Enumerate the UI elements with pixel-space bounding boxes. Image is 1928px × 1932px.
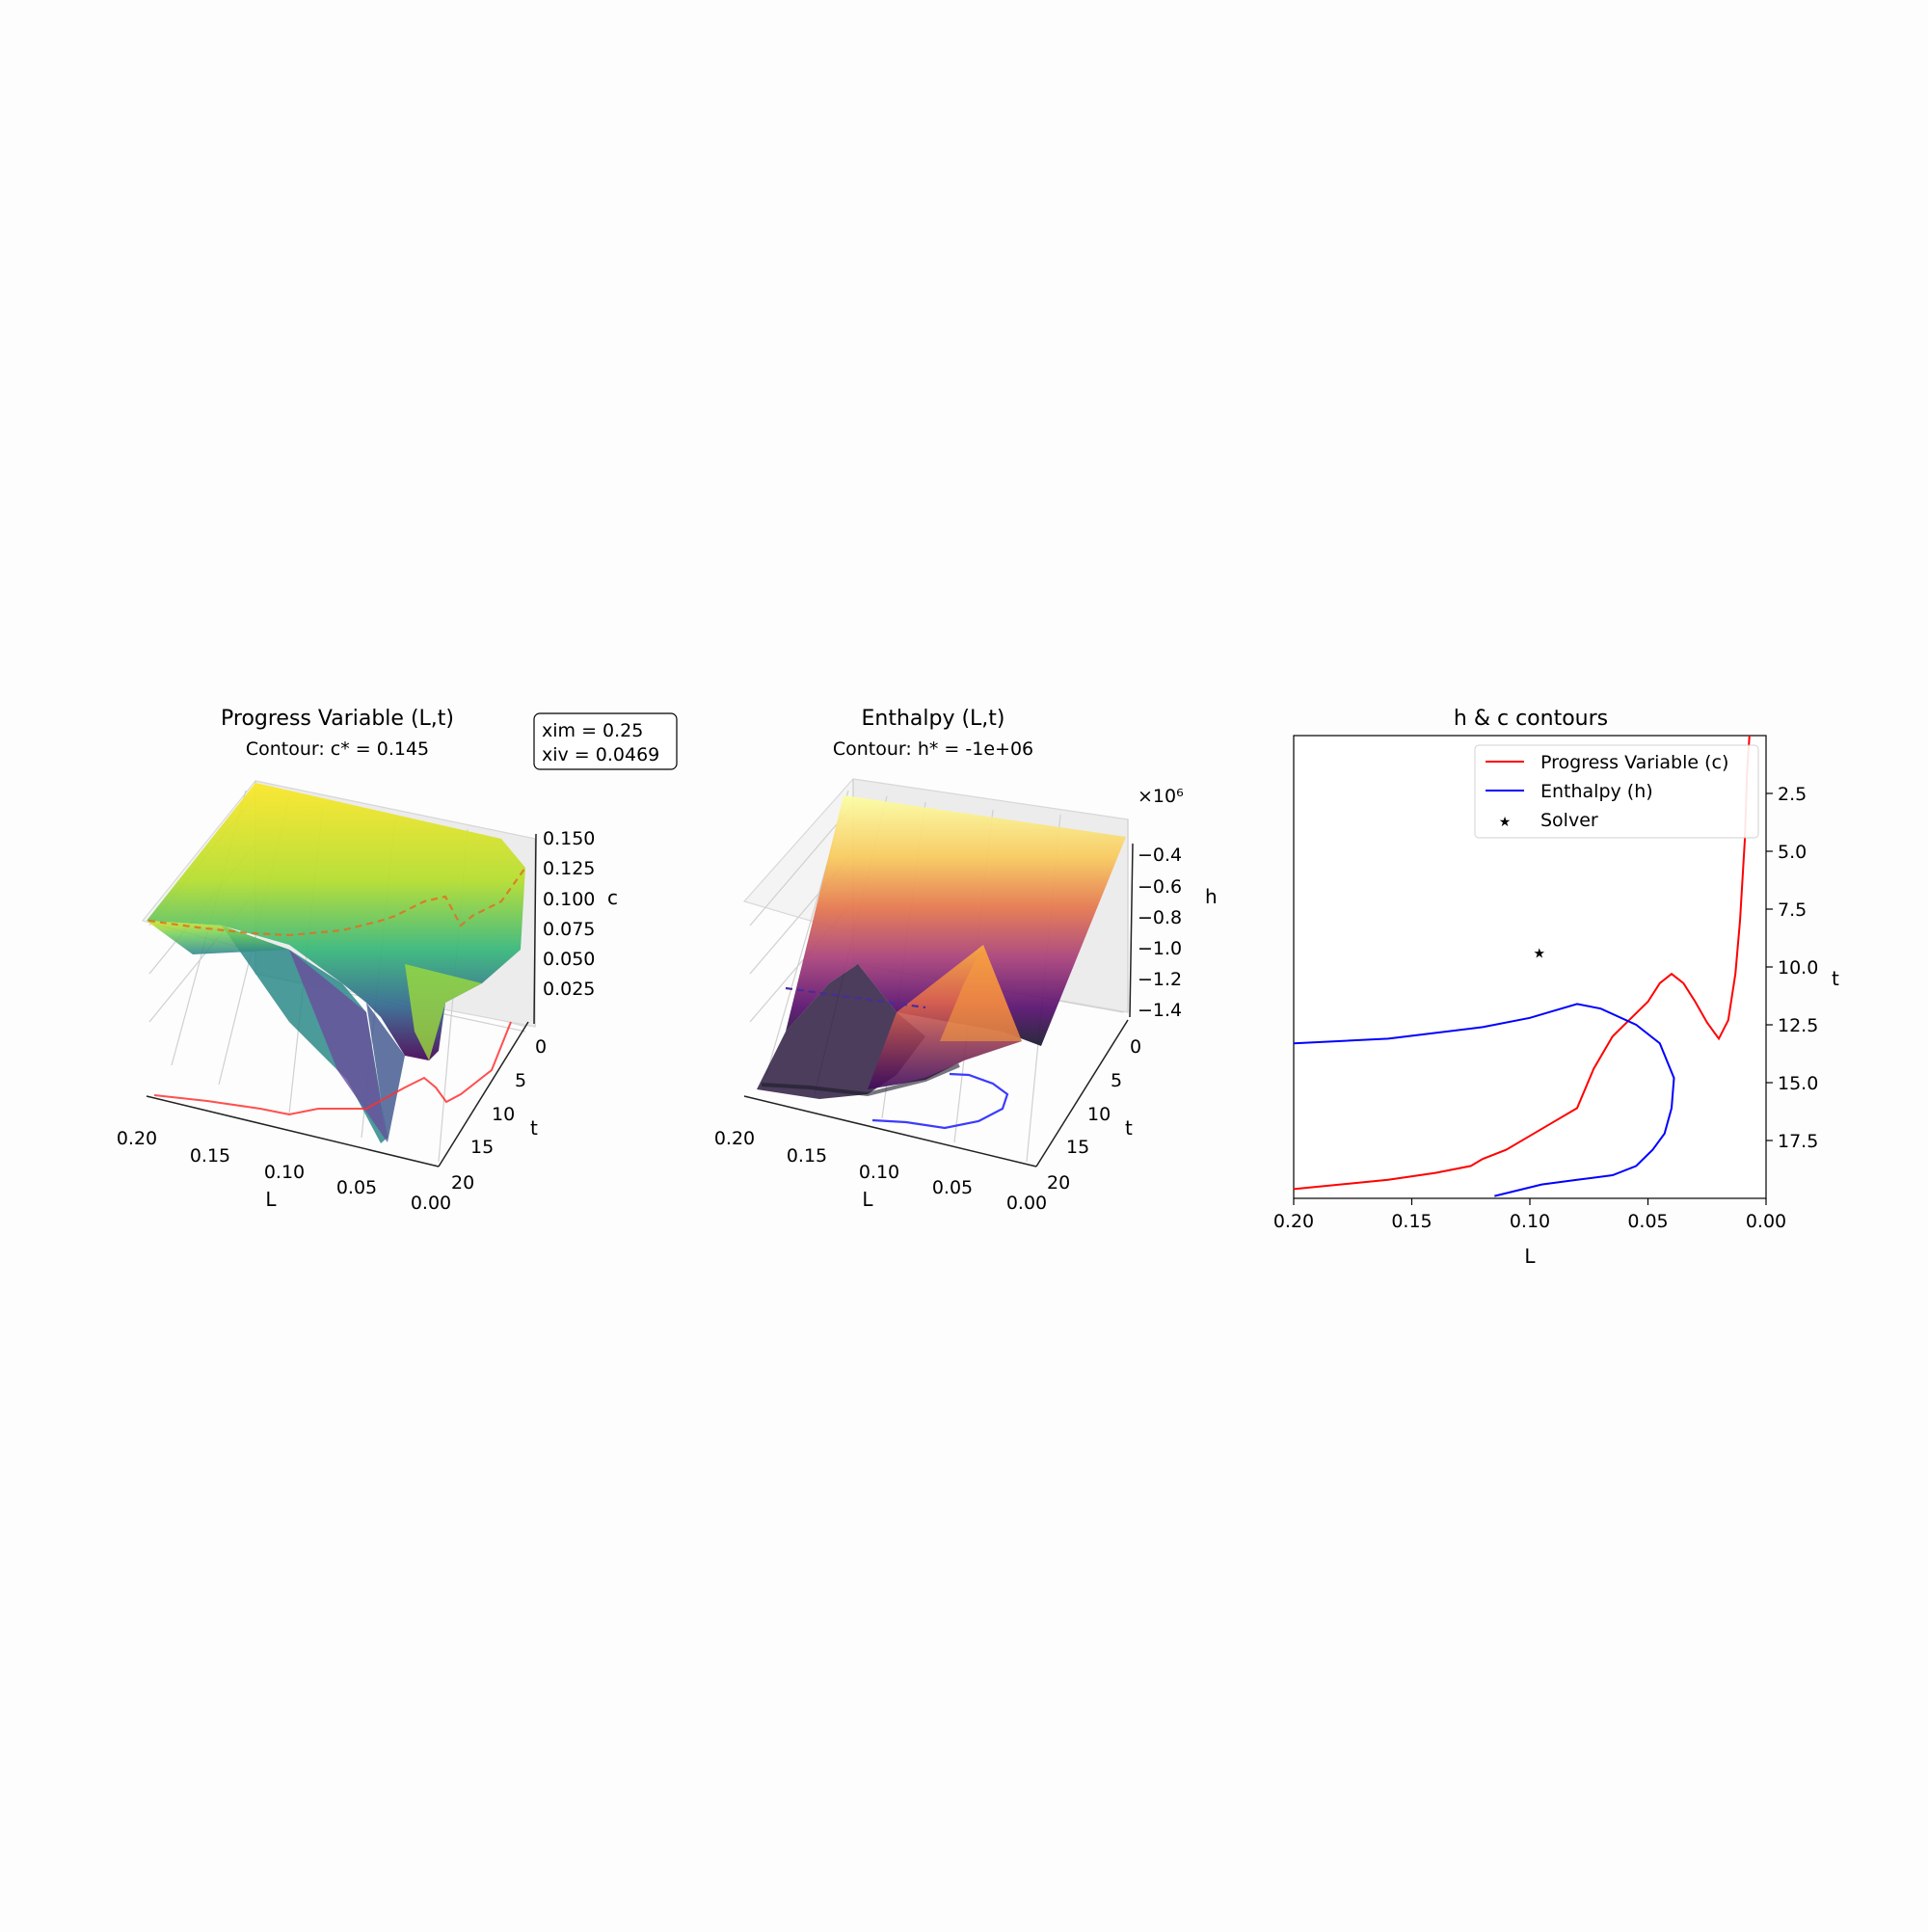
panel3-xlabel: L	[1524, 1245, 1536, 1268]
panel2-ztick-0: −1.4	[1138, 1000, 1182, 1021]
panel3-ylabel: t	[1832, 967, 1839, 990]
panel3-ytick-label: 15.0	[1778, 1073, 1818, 1094]
panel2-xtick-2: 0.10	[859, 1162, 899, 1183]
panel1-xtick-0: 0.20	[117, 1128, 157, 1149]
panel2-ztick-2: −1.0	[1138, 938, 1182, 959]
panel1-zticks: 0.025 0.050 0.075 0.100 0.125 0.150	[543, 828, 595, 1000]
panel3-ytick-label: 7.5	[1778, 899, 1807, 921]
panel2-xtick-1: 0.15	[787, 1145, 827, 1167]
legend-label-solver: Solver	[1540, 810, 1598, 831]
panel1-subtitle: Contour: c* = 0.145	[246, 738, 429, 760]
panel3-xticks: 0.20 0.15 0.10 0.05 0.00	[1273, 1198, 1786, 1232]
annotation-box: xim = 0.25 xiv = 0.0469	[533, 712, 678, 770]
panel1-ytick-0: 0	[535, 1036, 547, 1058]
panel3-ytick-label: 2.5	[1778, 784, 1807, 805]
panel1-ztick-4: 0.125	[543, 858, 595, 879]
panel1-xtick-3: 0.05	[336, 1177, 377, 1198]
panel3-xtick-label: 0.10	[1510, 1211, 1550, 1232]
panel2-ztick-1: −1.2	[1138, 969, 1182, 990]
panel-progress-variable: Progress Variable (L,t) Contour: c* = 0.…	[117, 707, 618, 1214]
panel2-ztick-4: −0.6	[1138, 876, 1182, 898]
panel2-ytick-2: 10	[1087, 1104, 1111, 1125]
panel2-axis-lines	[743, 843, 1134, 1167]
panel2-title: Enthalpy (L,t)	[861, 707, 1004, 731]
panel2-surface	[757, 795, 1126, 1099]
progress-variable-line	[1293, 735, 1751, 1191]
panel1-xtick-1: 0.15	[190, 1145, 230, 1167]
panel1-ytick-3: 15	[470, 1137, 494, 1158]
panel2-yticks: 0 5 10 15 20	[1047, 1036, 1141, 1194]
panel1-xtick-4: 0.00	[411, 1193, 451, 1214]
panel3-title: h & c contours	[1454, 707, 1608, 731]
panel1-xlabel: L	[265, 1188, 277, 1211]
panel2-ztick-3: −0.8	[1138, 907, 1182, 928]
panel3-ytick-label: 10.0	[1778, 957, 1818, 979]
panel2-subtitle: Contour: h* = -1e+06	[833, 738, 1033, 760]
panel2-xlabel: L	[862, 1188, 873, 1211]
panel2-ytick-4: 20	[1047, 1172, 1070, 1194]
panel2-xtick-0: 0.20	[714, 1128, 755, 1149]
panel1-ztick-0: 0.025	[543, 979, 595, 1000]
legend-label-enthalpy: Enthalpy (h)	[1540, 781, 1653, 802]
panel2-floor-contour	[871, 1072, 1009, 1130]
panel1-axis-lines	[146, 833, 537, 1167]
legend-label-progress: Progress Variable (c)	[1540, 752, 1728, 773]
legend-marker-solver: ★	[1499, 815, 1512, 830]
panel2-zscale: ×10⁶	[1138, 786, 1184, 807]
panel3-xtick-label: 0.15	[1391, 1211, 1432, 1232]
panel1-xticks: 0.20 0.15 0.10 0.05 0.00	[117, 1128, 451, 1214]
panel1-surface	[147, 783, 526, 1143]
panel1-floor-contour	[153, 1021, 512, 1116]
panel2-zlabel: h	[1205, 885, 1218, 908]
panel1-title: Progress Variable (L,t)	[221, 707, 454, 731]
panel1-ytick-4: 20	[451, 1172, 474, 1194]
panel2-ylabel: t	[1125, 1116, 1133, 1140]
panel1-xtick-2: 0.10	[264, 1162, 305, 1183]
panel3-ytick-label: 5.0	[1778, 842, 1807, 863]
panel1-ztick-1: 0.050	[543, 949, 595, 970]
panel3-ytick-label: 17.5	[1778, 1131, 1818, 1152]
panel2-ztick-5: −0.4	[1138, 845, 1182, 866]
panel1-yticks: 0 5 10 15 20	[451, 1036, 547, 1194]
panel1-ytick-1: 5	[515, 1070, 526, 1091]
panel2-ytick-3: 15	[1066, 1137, 1089, 1158]
annotation-xim: xim = 0.25	[542, 720, 643, 741]
panel-contours: h & c contours 0.20 0.15 0.10 0.05 0.00 2.5 5…	[1273, 707, 1839, 1268]
panel3-yticks: 2.5 5.0 7.5 10.0 12.5 15.0 17.5	[1766, 784, 1818, 1152]
panel1-ztick-5: 0.150	[543, 828, 595, 849]
panel2-ytick-0: 0	[1130, 1036, 1141, 1058]
enthalpy-line	[1293, 1003, 1675, 1197]
panel2-xtick-3: 0.05	[932, 1177, 973, 1198]
panel1-zlabel: c	[607, 886, 618, 909]
panel2-xticks: 0.20 0.15 0.10 0.05 0.00	[714, 1128, 1047, 1214]
panel2-ytick-1: 5	[1111, 1070, 1122, 1091]
panel1-ylabel: t	[530, 1116, 538, 1140]
panel3-series: ★	[1293, 735, 1751, 1197]
panel3-xtick-label: 0.00	[1746, 1211, 1786, 1232]
panel1-ztick-2: 0.075	[543, 919, 595, 940]
panel1-ztick-3: 0.100	[543, 889, 595, 910]
panel3-legend: Progress Variable (c) Enthalpy (h) ★ Sol…	[1474, 744, 1759, 839]
panel2-zticks: −1.4 −1.2 −1.0 −0.8 −0.6 −0.4	[1138, 845, 1182, 1021]
panel-enthalpy: Enthalpy (L,t) Contour: h* = -1e+06	[714, 707, 1218, 1214]
panel3-xtick-label: 0.20	[1273, 1211, 1314, 1232]
panel1-ytick-2: 10	[492, 1104, 515, 1125]
panel2-xtick-4: 0.00	[1006, 1193, 1047, 1214]
solver-point: ★	[1534, 947, 1546, 962]
panel3-ytick-label: 12.5	[1778, 1015, 1818, 1036]
panel3-xtick-label: 0.05	[1627, 1211, 1668, 1232]
annotation-xiv: xiv = 0.0469	[542, 744, 659, 765]
